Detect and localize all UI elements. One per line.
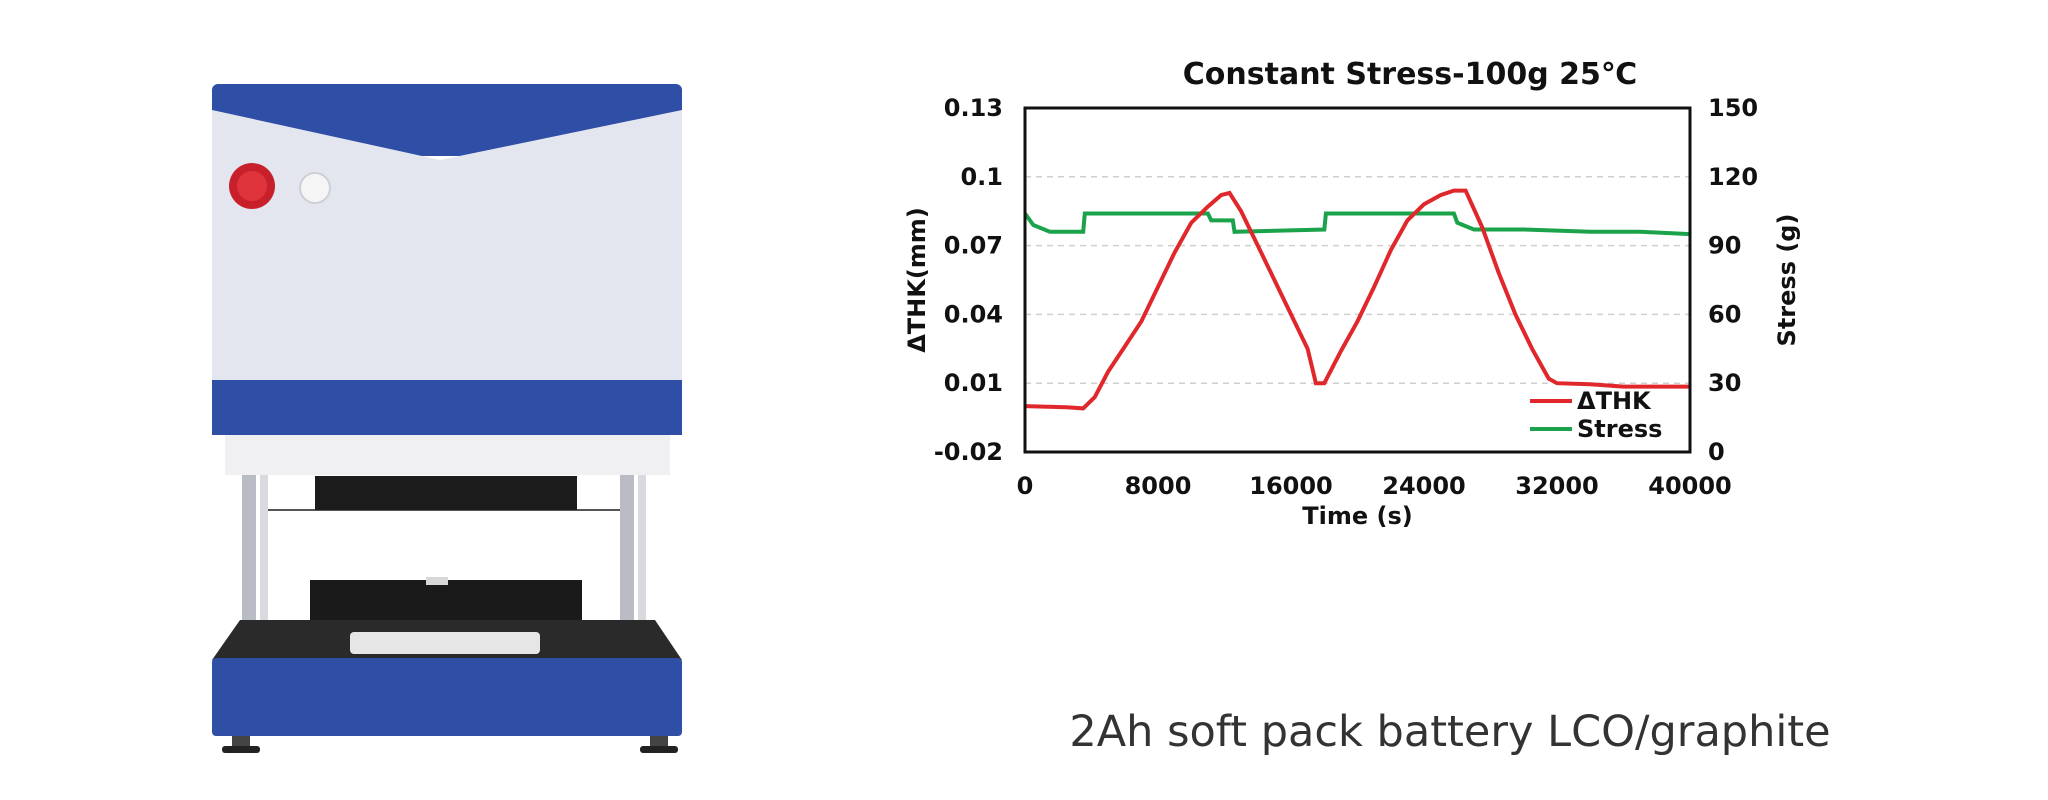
- y2-tick-label: 60: [1708, 300, 1741, 328]
- x-axis-label: Time (s): [1302, 502, 1412, 530]
- x-tick-label: 8000: [1125, 472, 1192, 500]
- legend: ΔTHK Stress: [1530, 387, 1662, 443]
- tray-slot: [350, 632, 540, 654]
- y-tick-label: 0.1: [960, 163, 1003, 191]
- y-tick-label: 0.13: [944, 94, 1003, 122]
- press-head: [315, 476, 577, 510]
- thickness-stress-chart: Constant Stress-100g 25℃ -0.02 0.01 0.04 0.…: [903, 57, 1801, 530]
- left-column: [242, 475, 256, 665]
- lower-blue-band: [212, 380, 682, 435]
- x-tick-label: 32000: [1515, 472, 1599, 500]
- right-column: [620, 475, 634, 665]
- x-tick-label: 0: [1017, 472, 1034, 500]
- foot-left-pad: [222, 746, 260, 753]
- base-plate-upper: [225, 435, 670, 475]
- legend-label-stress: Stress: [1577, 415, 1662, 443]
- chart-title: Constant Stress-100g 25℃: [1183, 57, 1637, 92]
- y-tick-label: 0.04: [944, 300, 1003, 328]
- y2-tick-label: 120: [1708, 163, 1758, 191]
- y-tick-label: 0.01: [944, 369, 1003, 397]
- y2-axis-label: Stress (g): [1773, 214, 1801, 347]
- power-button: [299, 172, 331, 204]
- x-tick-label: 16000: [1249, 472, 1333, 500]
- right-axis-ticks: 0 30 60 90 120 150: [1708, 94, 1758, 466]
- y2-tick-label: 150: [1708, 94, 1758, 122]
- foot-right: [650, 736, 668, 746]
- instrument-image: [212, 84, 682, 753]
- y-axis-label: ΔTHK(mm): [903, 207, 931, 353]
- figure-caption: 2Ah soft pack battery LCO/graphite: [1069, 707, 1831, 757]
- front-panel: [212, 110, 682, 390]
- x-tick-label: 40000: [1648, 472, 1732, 500]
- plot-frame: [1023, 106, 1692, 454]
- foot-left: [232, 736, 250, 746]
- grid-lines: [1025, 176, 1690, 384]
- x-axis-ticks: 0 8000 16000 24000 32000 40000: [1017, 472, 1732, 500]
- series-line-stress: [1023, 211, 1691, 237]
- left-column-2: [260, 475, 268, 665]
- base-blue-housing: [212, 658, 682, 736]
- y2-tick-label: 0: [1708, 438, 1725, 466]
- x-tick-label: 24000: [1382, 472, 1466, 500]
- y-tick-label: 0.07: [944, 232, 1003, 260]
- right-column-2: [638, 475, 646, 665]
- series-line-thk: [1024, 188, 1690, 411]
- platform-sensor: [426, 577, 448, 585]
- y-tick-label: -0.02: [934, 438, 1003, 466]
- legend-label-thk: ΔTHK: [1577, 387, 1652, 415]
- left-axis-ticks: -0.02 0.01 0.04 0.07 0.1 0.13: [934, 94, 1003, 466]
- y2-tick-label: 30: [1708, 369, 1741, 397]
- foot-right-pad: [640, 746, 678, 753]
- y2-tick-label: 90: [1708, 232, 1741, 260]
- emergency-stop-button-highlight: [237, 171, 267, 201]
